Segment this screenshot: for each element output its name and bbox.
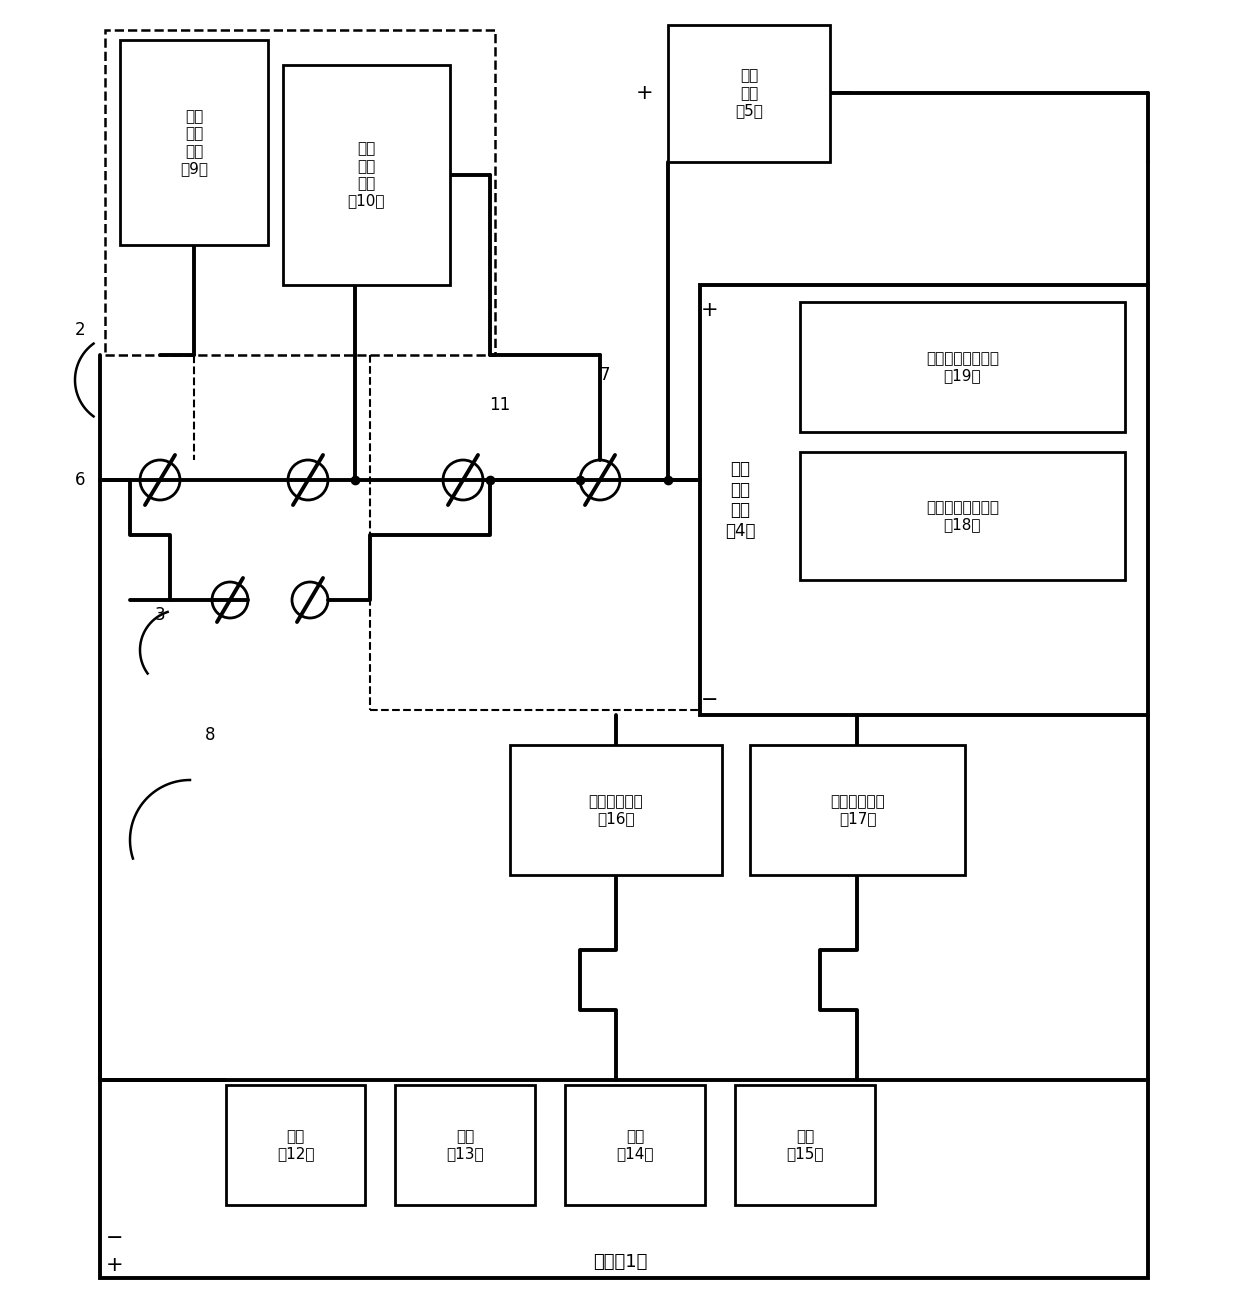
FancyBboxPatch shape	[226, 1085, 365, 1205]
FancyBboxPatch shape	[735, 1085, 875, 1205]
Text: 2: 2	[74, 321, 86, 339]
Text: 电压差值均衡模块
（18）: 电压差值均衡模块 （18）	[926, 500, 999, 532]
FancyBboxPatch shape	[396, 1085, 534, 1205]
Text: 单体
（14）: 单体 （14）	[616, 1129, 653, 1162]
Text: +: +	[107, 1255, 124, 1275]
Text: 8: 8	[205, 726, 216, 744]
Text: 低压
负载
（5）: 低压 负载 （5）	[735, 69, 763, 118]
Text: +: +	[701, 300, 719, 321]
Text: 11: 11	[490, 396, 511, 414]
FancyBboxPatch shape	[120, 40, 268, 245]
FancyBboxPatch shape	[283, 65, 450, 286]
FancyBboxPatch shape	[800, 302, 1125, 432]
Text: 单体
（13）: 单体 （13）	[446, 1129, 484, 1162]
FancyBboxPatch shape	[750, 745, 965, 875]
Text: 容量差值均衡模块
（19）: 容量差值均衡模块 （19）	[926, 350, 999, 383]
Text: 6: 6	[74, 471, 86, 489]
FancyBboxPatch shape	[105, 30, 495, 354]
Text: 钥匙
开关
模块
（9）: 钥匙 开关 模块 （9）	[180, 109, 208, 177]
FancyBboxPatch shape	[800, 452, 1125, 580]
Text: 3: 3	[155, 606, 165, 624]
FancyBboxPatch shape	[565, 1085, 706, 1205]
Text: −: −	[702, 691, 719, 710]
Text: −: −	[836, 83, 854, 103]
FancyBboxPatch shape	[701, 286, 1148, 715]
Text: 单体
（15）: 单体 （15）	[786, 1129, 823, 1162]
FancyBboxPatch shape	[668, 25, 830, 162]
Text: 7: 7	[600, 366, 610, 384]
Text: 单体
（12）: 单体 （12）	[277, 1129, 314, 1162]
Text: 电池（1）: 电池（1）	[593, 1253, 647, 1271]
Text: +: +	[636, 83, 653, 103]
FancyBboxPatch shape	[100, 1080, 1148, 1279]
Text: 整车
控制
模块
（10）: 整车 控制 模块 （10）	[347, 141, 386, 209]
Text: 电源
管理
模块
（4）: 电源 管理 模块 （4）	[724, 459, 755, 540]
FancyBboxPatch shape	[510, 745, 722, 875]
Text: 电量转移模块
（17）: 电量转移模块 （17）	[830, 794, 885, 827]
Text: −: −	[107, 1228, 124, 1247]
Text: 电压采样模块
（16）: 电压采样模块 （16）	[589, 794, 644, 827]
